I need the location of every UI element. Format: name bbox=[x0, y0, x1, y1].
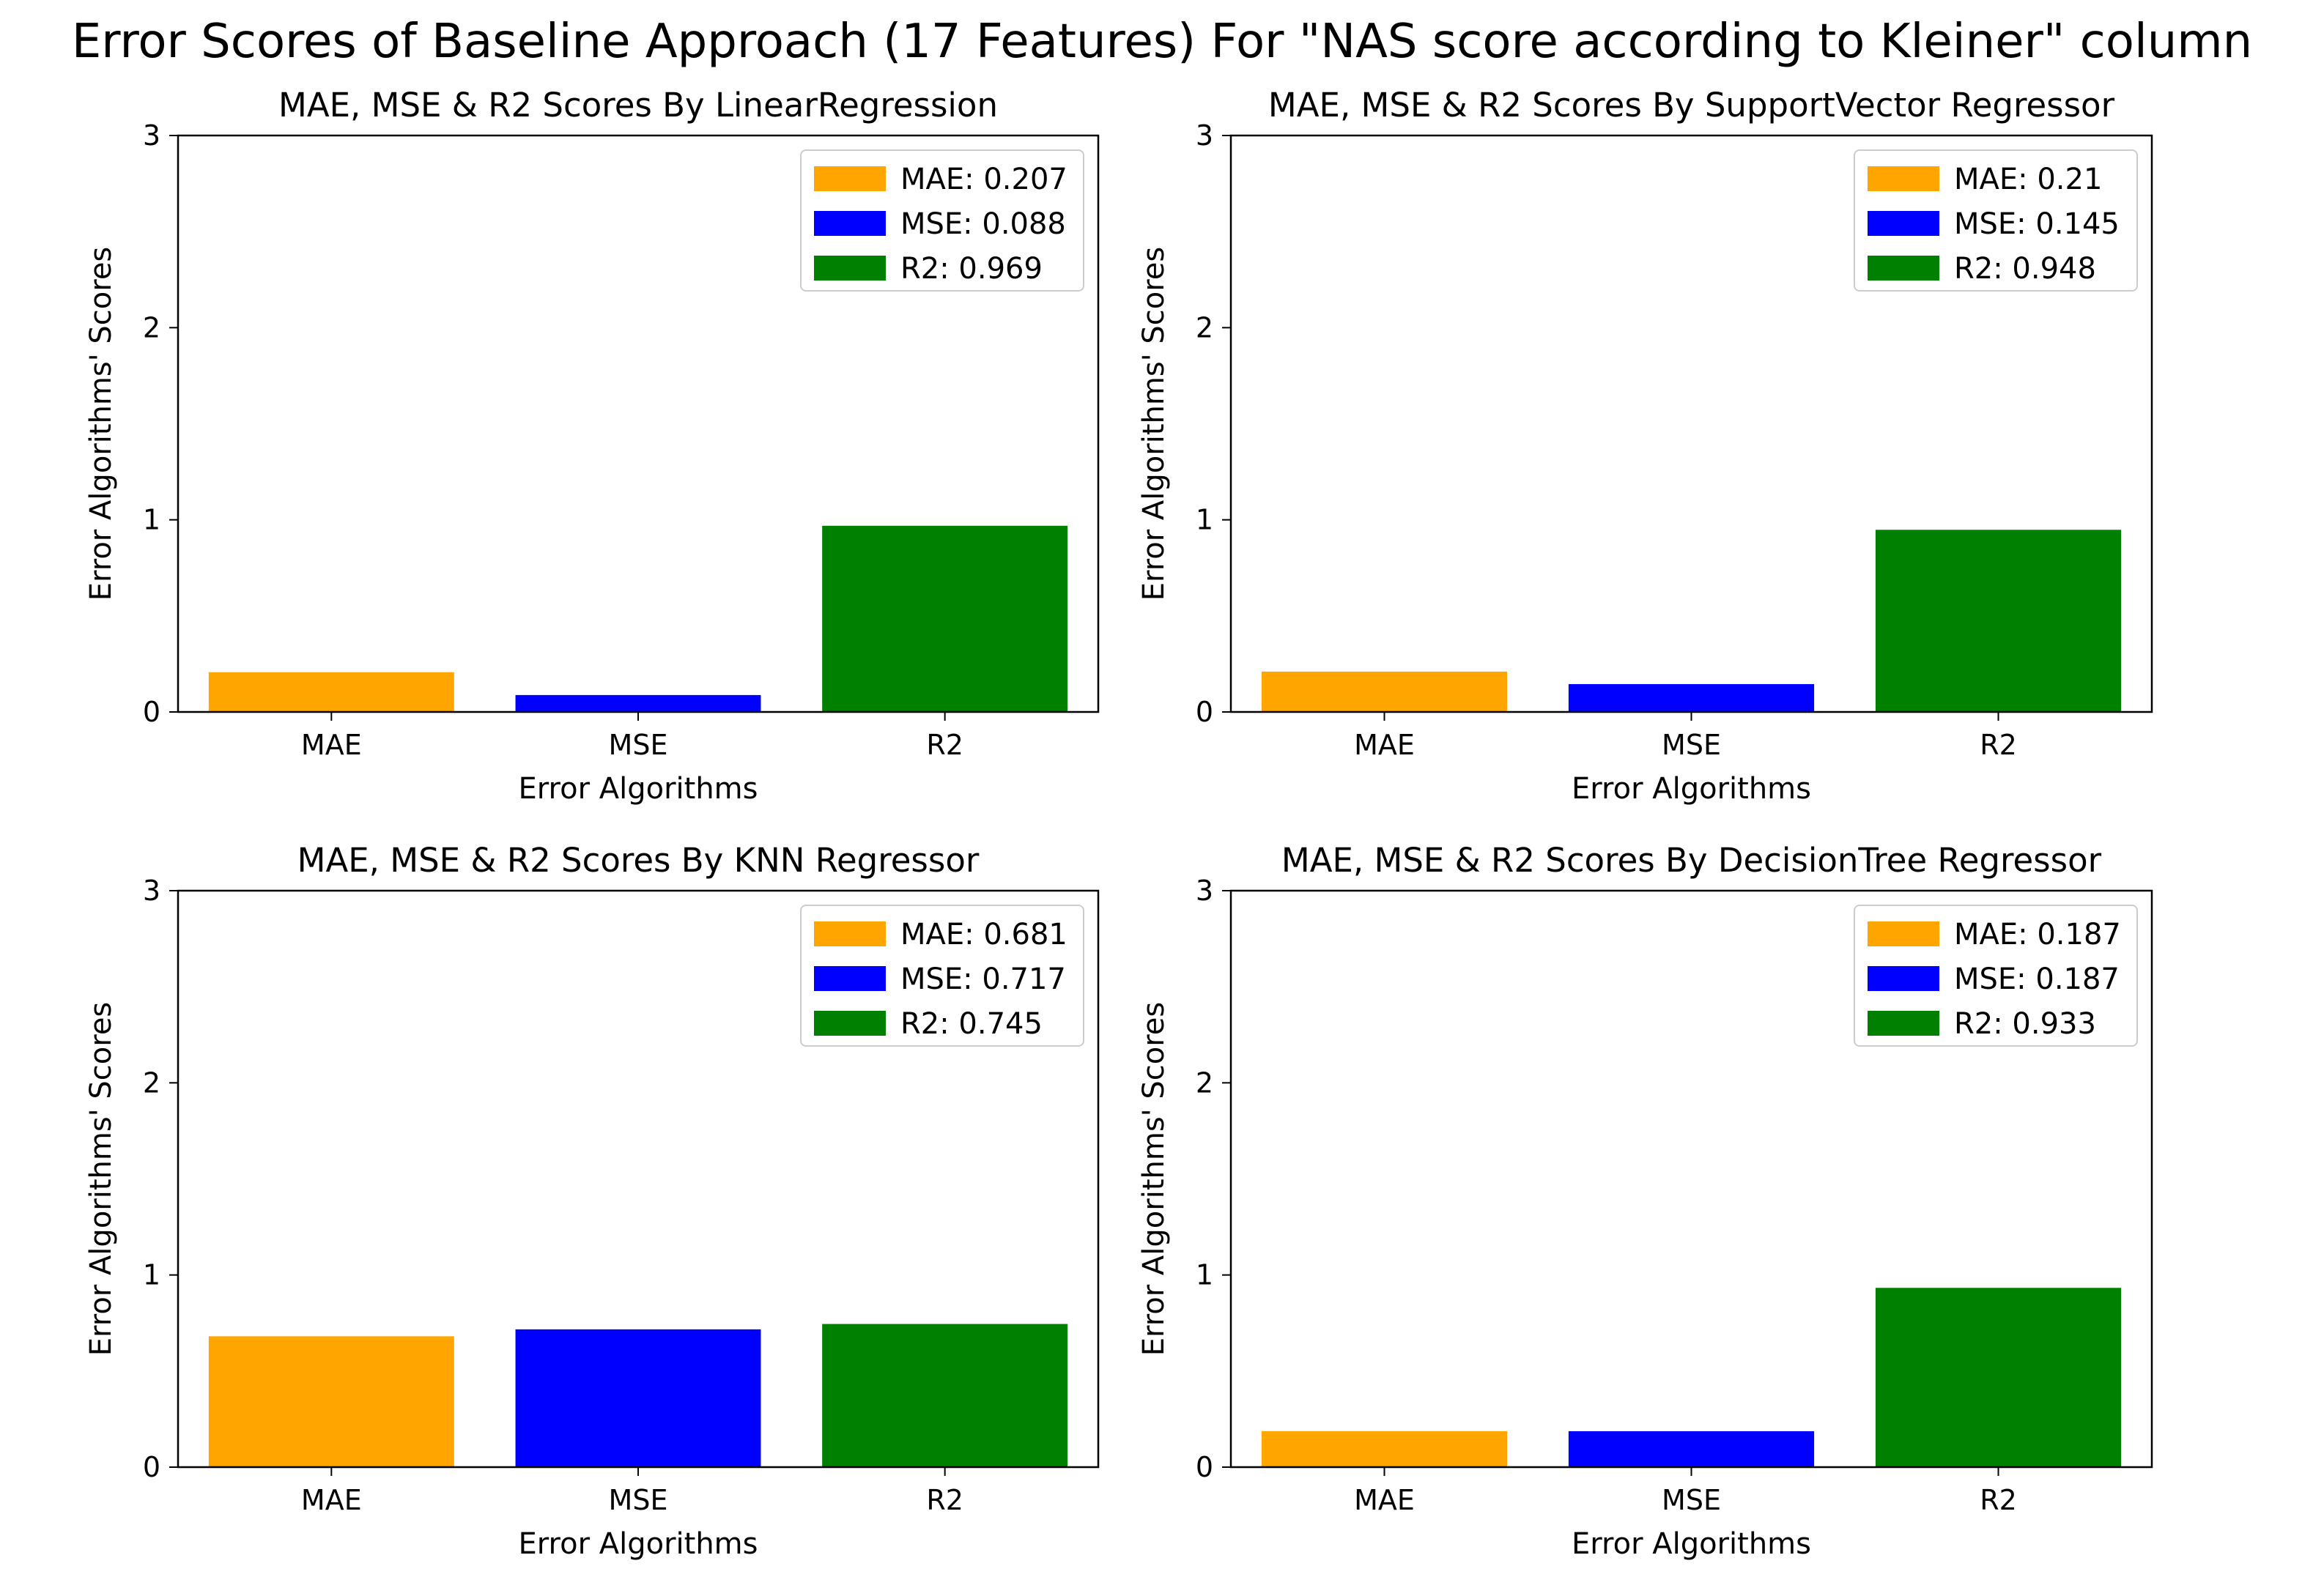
y-tick-label: 0 bbox=[143, 696, 160, 728]
legend: MAE: 0.207 MSE: 0.088 R2: 0.969 bbox=[800, 149, 1084, 292]
x-axis-label: Error Algorithms bbox=[1572, 772, 1811, 806]
y-tick-label: 3 bbox=[1196, 875, 1213, 907]
x-axis-label: Error Algorithms bbox=[519, 772, 758, 806]
legend-swatch-r2 bbox=[1868, 1011, 1939, 1036]
x-axis-label: Error Algorithms bbox=[1572, 1527, 1811, 1561]
y-tick-label: 3 bbox=[143, 119, 160, 152]
legend-label-r2: R2: 0.969 bbox=[900, 252, 1043, 286]
legend-swatch-r2 bbox=[814, 256, 886, 281]
y-tick-label: 2 bbox=[143, 1066, 160, 1099]
bar-r2 bbox=[1875, 1288, 2122, 1467]
bar-r2 bbox=[1875, 530, 2122, 712]
subplot-title: MAE, MSE & R2 Scores By DecisionTree Reg… bbox=[1281, 841, 2102, 880]
legend-label-r2: R2: 0.948 bbox=[1954, 252, 2096, 286]
bar-mae bbox=[208, 672, 454, 712]
legend-swatch-mse bbox=[1868, 966, 1939, 991]
legend: MAE: 0.681 MSE: 0.717 R2: 0.745 bbox=[800, 905, 1084, 1047]
subplot-grid: MAE, MSE & R2 Scores By LinearRegression… bbox=[84, 86, 2153, 1561]
x-tick-label: MSE bbox=[609, 729, 668, 761]
x-tick-label: R2 bbox=[1980, 729, 2017, 761]
bar-r2 bbox=[822, 525, 1068, 712]
x-tick-label: MAE bbox=[301, 1484, 362, 1516]
axes-frame bbox=[177, 889, 1100, 1469]
legend-swatch-mse bbox=[814, 211, 886, 236]
legend-label-mae: MAE: 0.187 bbox=[1954, 918, 2121, 951]
legend-swatch-r2 bbox=[814, 1011, 886, 1036]
x-tick-label: R2 bbox=[926, 729, 963, 761]
x-tick-label: MSE bbox=[1662, 1484, 1721, 1516]
legend-label-mse: MSE: 0.088 bbox=[900, 207, 1066, 241]
subplot-title: MAE, MSE & R2 Scores By LinearRegression bbox=[278, 86, 998, 125]
legend-swatch-mae bbox=[1868, 921, 1939, 946]
legend-label-mse: MSE: 0.717 bbox=[900, 962, 1066, 996]
legend-swatch-r2 bbox=[1868, 256, 1939, 281]
axes-frame bbox=[1229, 134, 2153, 713]
x-tick-label: MAE bbox=[301, 729, 362, 761]
bar-mse bbox=[1568, 683, 1815, 712]
bar-mse bbox=[515, 694, 761, 712]
legend: MAE: 0.187 MSE: 0.187 R2: 0.933 bbox=[1854, 905, 2138, 1047]
subplot-3: MAE, MSE & R2 Scores By KNN Regressor MAE… bbox=[84, 841, 1100, 1561]
bar-mse bbox=[1568, 1431, 1815, 1467]
legend-label-mse: MSE: 0.145 bbox=[1954, 207, 2120, 241]
y-axis-label: Error Algorithms' Scores bbox=[84, 1002, 118, 1357]
bar-mse bbox=[515, 1329, 761, 1467]
x-axis-label: Error Algorithms bbox=[519, 1527, 758, 1561]
x-tick-label: MAE bbox=[1354, 729, 1415, 761]
y-tick-label: 1 bbox=[1196, 504, 1213, 536]
y-axis-label: Error Algorithms' Scores bbox=[84, 247, 118, 601]
bar-mae bbox=[1261, 671, 1508, 712]
y-axis-label: Error Algorithms' Scores bbox=[1137, 1002, 1171, 1357]
y-tick-label: 0 bbox=[143, 1451, 160, 1483]
subplot-title: MAE, MSE & R2 Scores By KNN Regressor bbox=[297, 841, 980, 880]
y-tick-label: 2 bbox=[1196, 311, 1213, 344]
bar-mae bbox=[1261, 1431, 1508, 1467]
y-axis-label: Error Algorithms' Scores bbox=[1137, 247, 1171, 601]
legend-swatch-mse bbox=[1868, 211, 1939, 236]
legend-swatch-mae bbox=[1868, 166, 1939, 191]
x-tick-label: R2 bbox=[1980, 1484, 2017, 1516]
bar-r2 bbox=[822, 1324, 1068, 1467]
figure-suptitle: Error Scores of Baseline Approach (17 Fe… bbox=[72, 15, 2252, 69]
x-tick-label: MSE bbox=[609, 1484, 668, 1516]
x-tick-label: MSE bbox=[1662, 729, 1721, 761]
y-tick-label: 2 bbox=[1196, 1066, 1213, 1099]
legend-label-mse: MSE: 0.187 bbox=[1954, 962, 2120, 996]
legend: MAE: 0.21 MSE: 0.145 R2: 0.948 bbox=[1854, 149, 2138, 292]
y-tick-label: 3 bbox=[143, 875, 160, 907]
y-tick-label: 2 bbox=[143, 311, 160, 344]
y-tick-label: 0 bbox=[1196, 696, 1213, 728]
y-tick-label: 0 bbox=[1196, 1451, 1213, 1483]
subplot-1: MAE, MSE & R2 Scores By LinearRegression… bbox=[84, 86, 1100, 806]
subplot-title: MAE, MSE & R2 Scores By SupportVector Re… bbox=[1268, 86, 2115, 125]
legend-swatch-mse bbox=[814, 966, 886, 991]
x-tick-label: MAE bbox=[1354, 1484, 1415, 1516]
subplot-2: MAE, MSE & R2 Scores By SupportVector Re… bbox=[1137, 86, 2153, 806]
y-tick-label: 1 bbox=[1196, 1259, 1213, 1291]
y-tick-label: 3 bbox=[1196, 119, 1213, 152]
legend-label-mae: MAE: 0.207 bbox=[900, 163, 1067, 196]
legend-label-r2: R2: 0.933 bbox=[1954, 1007, 2096, 1041]
subplot-4: MAE, MSE & R2 Scores By DecisionTree Reg… bbox=[1137, 841, 2153, 1561]
legend-label-mae: MAE: 0.681 bbox=[900, 918, 1067, 951]
axes-frame bbox=[1229, 889, 2153, 1469]
legend-swatch-mae bbox=[814, 921, 886, 946]
legend-label-r2: R2: 0.745 bbox=[900, 1007, 1043, 1041]
y-tick-label: 1 bbox=[143, 504, 160, 536]
axes-frame bbox=[177, 134, 1100, 713]
x-tick-label: R2 bbox=[926, 1484, 963, 1516]
legend-label-mae: MAE: 0.21 bbox=[1954, 163, 2102, 196]
legend-swatch-mae bbox=[814, 166, 886, 191]
bar-mae bbox=[208, 1336, 454, 1467]
y-tick-label: 1 bbox=[143, 1259, 160, 1291]
